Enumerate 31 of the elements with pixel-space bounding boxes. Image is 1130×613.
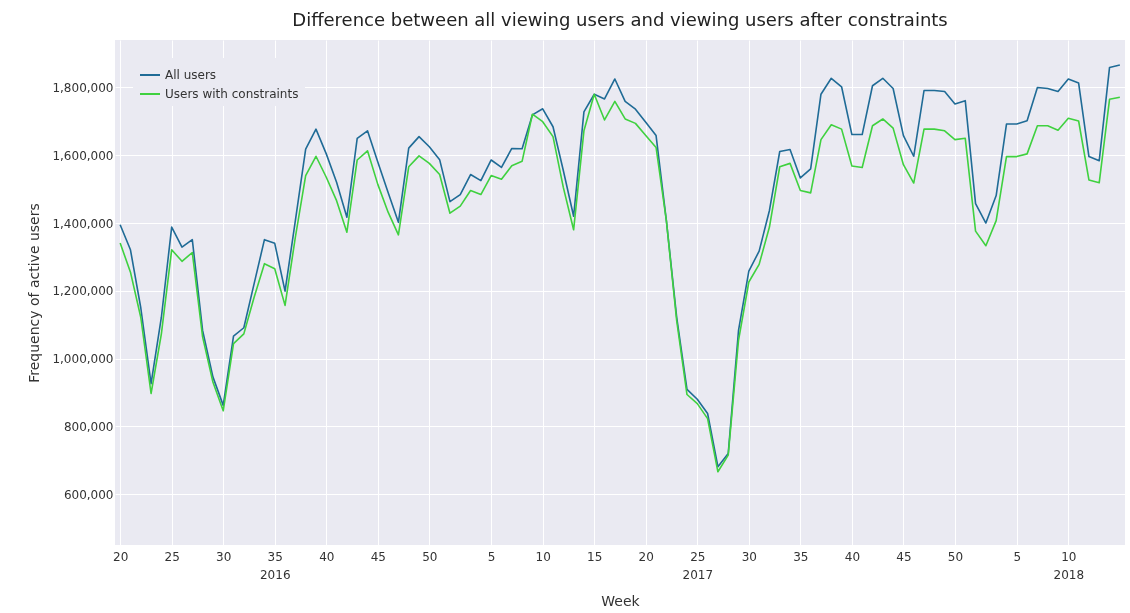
x-tick-label: 50 [422, 549, 438, 564]
x-axis-title: Week [601, 592, 641, 609]
y-tick-label: 1,800,000 [52, 80, 114, 95]
x-tick-label: 25 2017 [682, 549, 714, 582]
x-tick-label: 30 [741, 549, 757, 564]
y-tick-label: 600,000 [63, 487, 114, 502]
x-tick-label: 10 2018 [1053, 549, 1085, 582]
x-tick-label: 15 [587, 549, 603, 564]
y-tick-label: 1,400,000 [52, 216, 114, 231]
x-tick-label: 50 [947, 549, 964, 564]
x-tick-label: 35 [793, 549, 809, 564]
legend-label: Users with constraints [165, 87, 299, 101]
y-axis-title: Frequency of active users [26, 203, 43, 383]
x-tick-label: 20 [638, 549, 654, 564]
y-tick-label: 1,200,000 [52, 284, 114, 299]
x-tick-label: 40 [844, 549, 861, 564]
x-tick-label: 5 [487, 549, 496, 564]
x-tick-label: 30 [216, 549, 232, 564]
x-tick-label: 10 [535, 549, 551, 564]
y-tick-label: 800,000 [63, 419, 114, 434]
x-tick-label: 45 [370, 549, 386, 564]
x-tick-label: 40 [319, 549, 335, 564]
y-tick-label: 1,000,000 [52, 352, 114, 367]
legend-label: All users [165, 68, 217, 82]
y-tick-label: 1,600,000 [52, 148, 114, 163]
x-tick-label: 25 [164, 549, 180, 564]
x-tick-label: 35 2016 [259, 549, 291, 582]
x-tick-label: 45 [896, 549, 912, 564]
x-tick-label: 5 [1013, 549, 1022, 564]
x-tick-label: 20 [113, 549, 129, 564]
chart-title: Difference between all viewing users and viewing users after constraints [292, 9, 948, 30]
